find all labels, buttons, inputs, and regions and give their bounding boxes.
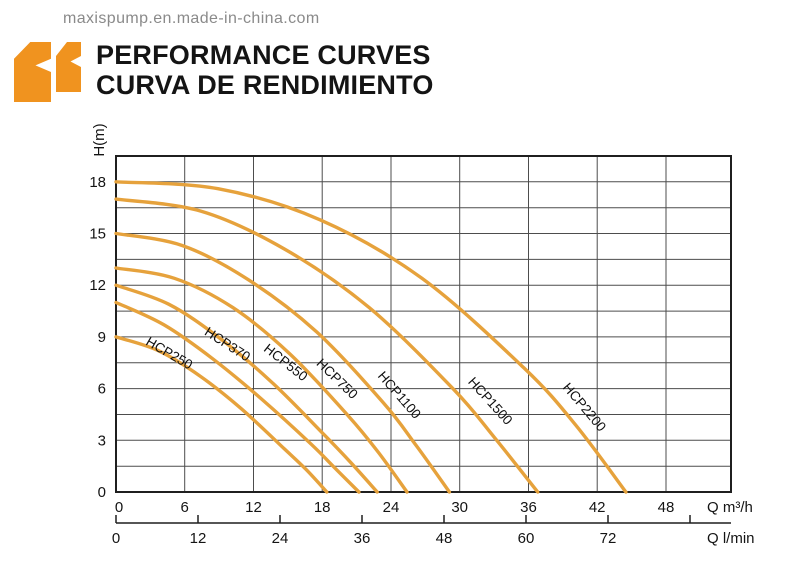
lmin-tick-label: 12 [190, 530, 207, 547]
lmin-tick-label: 24 [272, 530, 289, 547]
curve-label-HCP1500: HCP1500 [465, 374, 515, 428]
y-tick-label: 0 [98, 484, 106, 501]
y-axis-title: H(m) [91, 123, 108, 156]
curve-HCP550 [114, 283, 379, 494]
curve-HCP250 [114, 335, 329, 494]
y-tick-label: 12 [89, 277, 106, 294]
page-subtitle: CURVA DE RENDIMIENTO [96, 70, 434, 100]
x-tick-label: 12 [245, 499, 262, 516]
y-tick-label: 6 [98, 381, 106, 398]
x-axis-m3h: 0 6 12 18 24 30 36 42 48 Q m³/h [115, 499, 753, 516]
curve-labels: HCP250 HCP370 HCP550 HCP750 HCP1100 HCP1500 HC… [143, 324, 609, 434]
lmin-tick-label: 60 [518, 530, 535, 547]
y-tick-label: 3 [98, 432, 106, 449]
x-tick-label: 42 [589, 499, 606, 516]
curve-label-HCP1100: HCP1100 [375, 368, 424, 421]
plot-border [115, 155, 732, 493]
lmin-tick-label: 36 [354, 530, 371, 547]
x-tick-label: 36 [520, 499, 537, 516]
curve-HCP1500 [114, 197, 540, 494]
watermark-url: maxispump.en.made-in-china.com [63, 10, 320, 27]
x-tick-label: 24 [383, 499, 400, 516]
curve-label-HCP2200: HCP2200 [560, 380, 609, 434]
y-axis: 0 3 6 9 12 15 18 H(m) [89, 123, 108, 501]
curve-HCP1100 [114, 231, 452, 494]
curve-HCP2200 [114, 180, 628, 494]
x-tick-label: 6 [181, 499, 189, 516]
x-tick-label: 18 [314, 499, 331, 516]
x-axis-lmin: 0 12 24 36 48 60 72 Q l/min [112, 515, 755, 547]
y-tick-label: 15 [89, 226, 106, 243]
quote-icon [14, 42, 82, 103]
title-block: PERFORMANCE CURVES CURVA DE RENDIMIENTO [96, 40, 434, 100]
x-tick-label: 0 [115, 499, 123, 516]
x-axis-title: Q m³/h [707, 499, 753, 516]
pump-curves [114, 180, 628, 494]
lmin-axis-title: Q l/min [707, 530, 755, 547]
lmin-tick-label: 72 [600, 530, 617, 547]
lmin-tick-label: 48 [436, 530, 453, 547]
x-tick-label: 30 [451, 499, 468, 516]
x-tick-label: 48 [658, 499, 675, 516]
y-tick-label: 18 [89, 174, 106, 191]
page-title: PERFORMANCE CURVES [96, 40, 431, 70]
curve-HCP750 [114, 266, 409, 494]
lmin-tick-label: 0 [112, 530, 120, 547]
grid-lines [116, 156, 731, 492]
y-tick-label: 9 [98, 329, 106, 346]
curve-HCP370 [114, 300, 361, 494]
